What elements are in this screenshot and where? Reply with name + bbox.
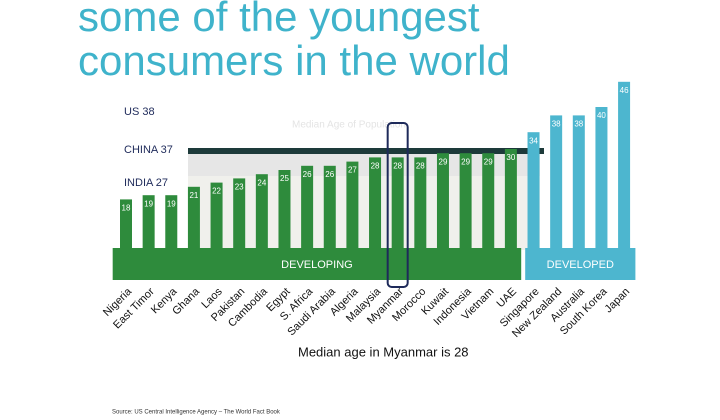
faint-caption: Median Age of Population	[292, 120, 406, 131]
group-band	[525, 248, 636, 280]
value-label: 46	[620, 86, 629, 95]
bar	[323, 165, 336, 275]
bar	[459, 153, 472, 275]
reference-label: CHINA 37	[124, 144, 173, 156]
value-label: 22	[212, 187, 221, 196]
india-zone	[188, 176, 540, 250]
x-tick-label: Japan	[603, 286, 633, 316]
china-line	[188, 148, 544, 154]
value-label: 30	[506, 153, 515, 162]
value-label: 38	[574, 120, 583, 129]
value-label: 27	[348, 166, 357, 175]
title-line: some of the youngest	[78, 0, 480, 40]
highlight-box	[386, 122, 409, 288]
bar	[301, 165, 314, 275]
bar	[436, 153, 449, 275]
bar	[618, 81, 631, 275]
group-label: DEVELOPING	[281, 259, 353, 271]
bar	[414, 157, 427, 275]
value-label: 25	[280, 174, 289, 183]
reference-label: INDIA 27	[124, 177, 168, 189]
value-label: 40	[597, 111, 606, 120]
bar	[527, 132, 540, 275]
bar	[482, 153, 495, 275]
value-label: 26	[325, 170, 334, 179]
value-label: 24	[257, 178, 266, 187]
value-label: 38	[552, 120, 561, 129]
value-label: 19	[167, 199, 176, 208]
value-label: 18	[122, 204, 131, 213]
bar	[369, 157, 382, 275]
value-label: 21	[189, 191, 198, 200]
value-label: 28	[371, 162, 380, 171]
value-label: 34	[529, 136, 538, 145]
value-label: 29	[484, 157, 493, 166]
group-label: DEVELOPED	[547, 259, 614, 271]
value-label: 29	[439, 157, 448, 166]
subtitle: Median age in Myanmar is 28	[298, 344, 469, 359]
bar	[550, 115, 563, 276]
bar	[504, 149, 517, 275]
title-line: consumers in the world	[78, 37, 510, 84]
value-label: 23	[235, 183, 244, 192]
reference-label: US 38	[124, 106, 155, 118]
value-label: 29	[461, 157, 470, 166]
source: Source: US Central Intelligence Agency –…	[112, 410, 281, 416]
value-label: 28	[416, 162, 425, 171]
bar	[595, 107, 608, 275]
bar	[391, 157, 404, 275]
value-label: 19	[144, 199, 153, 208]
bar	[346, 161, 359, 275]
bar	[572, 115, 585, 276]
group-band	[112, 248, 522, 280]
value-label: 28	[393, 162, 402, 171]
value-label: 26	[303, 170, 312, 179]
